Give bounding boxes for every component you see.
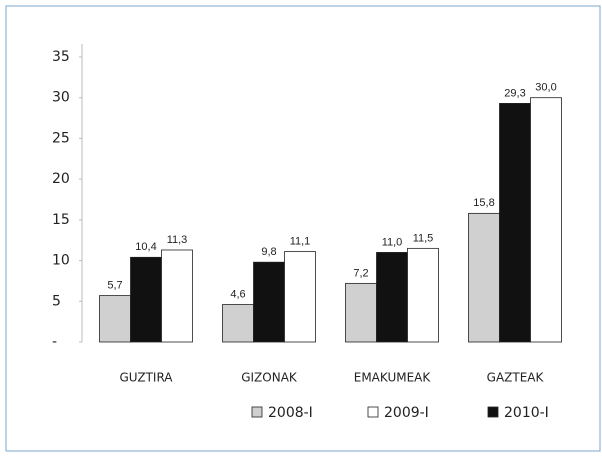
value-label: 30,0 bbox=[535, 82, 556, 94]
y-tick-label: 30 bbox=[52, 90, 70, 106]
value-label: 9,8 bbox=[261, 246, 276, 258]
legend-swatch bbox=[367, 406, 379, 418]
legend-swatch bbox=[487, 406, 499, 418]
x-tick-label: GUZTIRA bbox=[119, 371, 173, 385]
bar bbox=[130, 256, 162, 343]
value-label: 11,5 bbox=[413, 232, 434, 244]
value-label: 11,1 bbox=[290, 236, 311, 248]
value-label: 15,8 bbox=[473, 197, 494, 209]
legend-label: 2010-I bbox=[504, 405, 549, 421]
legend-label: 2009-I bbox=[384, 405, 429, 421]
value-label: 4,6 bbox=[230, 288, 245, 300]
bar bbox=[99, 295, 131, 343]
x-tick-label: EMAKUMEAK bbox=[354, 371, 432, 385]
value-label: 10,4 bbox=[135, 241, 156, 253]
legend-label: 2008-I bbox=[268, 405, 313, 421]
y-tick-label: 15 bbox=[52, 212, 70, 228]
x-tick-label: GIZONAK bbox=[241, 371, 298, 385]
y-tick-label: 20 bbox=[52, 171, 70, 187]
value-label: 11,0 bbox=[382, 236, 403, 248]
value-label: 5,7 bbox=[107, 279, 122, 291]
frame bbox=[5, 5, 601, 452]
bar bbox=[530, 97, 562, 343]
bar bbox=[468, 212, 500, 343]
bar bbox=[376, 252, 408, 343]
bar bbox=[253, 261, 285, 343]
bar bbox=[222, 304, 254, 343]
value-label: 29,3 bbox=[504, 87, 525, 99]
value-label: 7,2 bbox=[353, 267, 368, 279]
bar bbox=[345, 282, 377, 343]
value-label: 11,3 bbox=[167, 234, 188, 246]
bar bbox=[161, 249, 193, 343]
y-tick-label: 25 bbox=[52, 130, 70, 146]
y-tick-label: - bbox=[52, 334, 57, 350]
bar bbox=[499, 103, 531, 343]
y-tick-label: 5 bbox=[52, 293, 61, 309]
bar bbox=[284, 251, 316, 343]
y-tick-label: 10 bbox=[52, 253, 70, 269]
legend-swatch bbox=[251, 406, 263, 418]
bar bbox=[407, 247, 439, 343]
y-tick-label: 35 bbox=[52, 49, 70, 65]
x-tick-label: GAZTEAK bbox=[487, 371, 545, 385]
